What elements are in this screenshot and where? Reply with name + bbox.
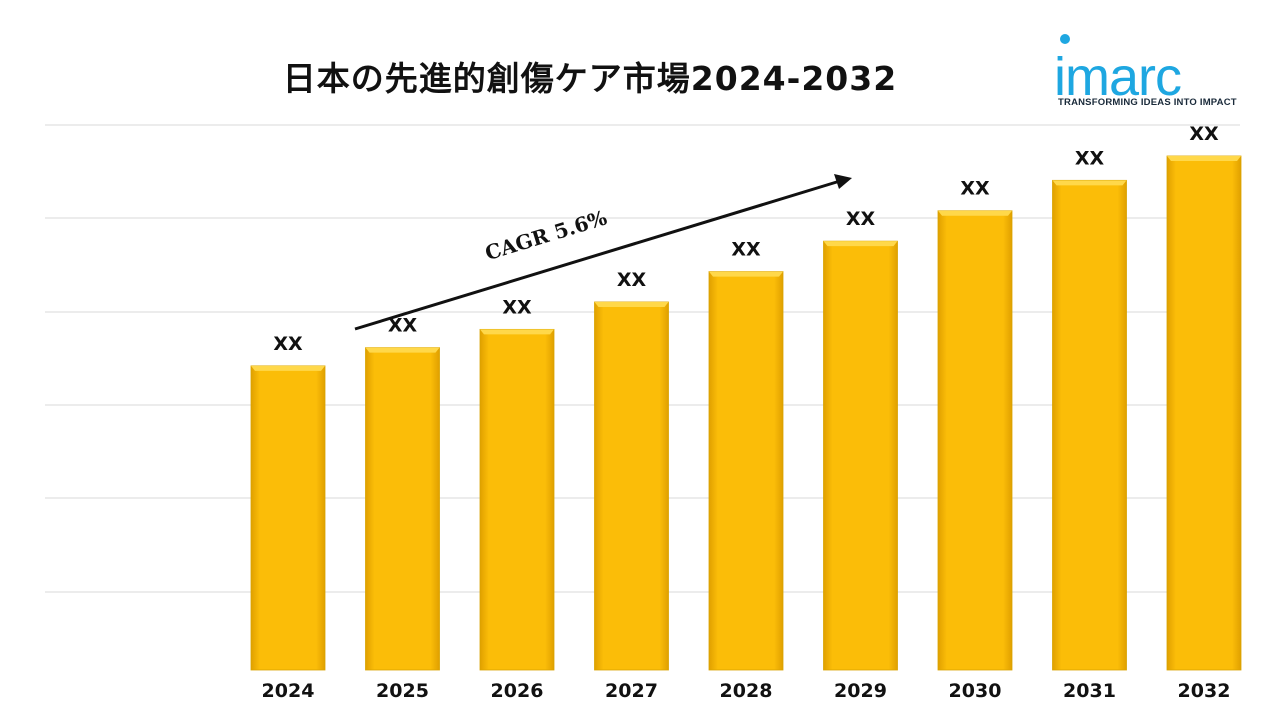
data-label: XX [731,239,761,261]
bar-cap [1052,180,1127,186]
bar-2025 [365,347,440,671]
bars [250,155,1242,671]
bar-2030 [937,210,1013,671]
x-tick-label: 2029 [834,680,887,702]
x-tick-label: 2027 [605,680,658,702]
cagr-arrow-line [354,179,841,331]
data-label: XX [502,296,532,318]
data-label: XX [1075,147,1105,169]
logo-tagline: TRANSFORMING IDEAS INTO IMPACT [1058,97,1237,108]
bar-cap [251,365,325,371]
bar-cap [1167,156,1241,161]
bar-cap [709,271,783,277]
x-tick-label: 2028 [720,680,773,702]
bar-2029 [823,240,898,671]
x-tick-label: 2031 [1063,680,1116,702]
cagr-arrowhead-icon [834,174,852,189]
bar-2026 [479,328,555,671]
logo-wordmark: imarc [1054,47,1182,107]
bar-2028 [708,271,784,671]
x-tick-label: 2030 [949,680,1002,702]
data-label: XX [273,333,303,355]
x-tick-label: 2025 [376,680,429,702]
chart-title: 日本の先進的創傷ケア市場2024-2032 [282,59,898,98]
data-label: XX [388,315,418,337]
data-labels: XX XX XX XX XX XX XX XX XX [273,123,1219,355]
x-tick-label: 2026 [491,680,544,702]
bar-2027 [594,301,669,671]
bar-cap [938,210,1012,216]
x-tick-labels: 2024 2025 2026 2027 2028 2029 2030 2031 2032 [262,680,1231,702]
bar-cap [823,241,898,247]
imarc-logo: imarc TRANSFORMING IDEAS INTO IMPACT [1052,30,1242,112]
bar-cap [480,329,554,335]
bar-2032 [1166,155,1242,671]
data-label: XX [846,208,876,230]
data-label: XX [617,269,647,291]
bar-cap [365,347,440,353]
bar-2031 [1052,179,1127,671]
x-tick-label: 2024 [262,680,315,702]
data-label: XX [960,178,990,200]
x-tick-label: 2032 [1178,680,1231,702]
logo-dot-icon [1060,34,1070,44]
bar-cap [594,301,669,307]
data-label: XX [1189,123,1219,145]
bar-2024 [250,365,326,671]
